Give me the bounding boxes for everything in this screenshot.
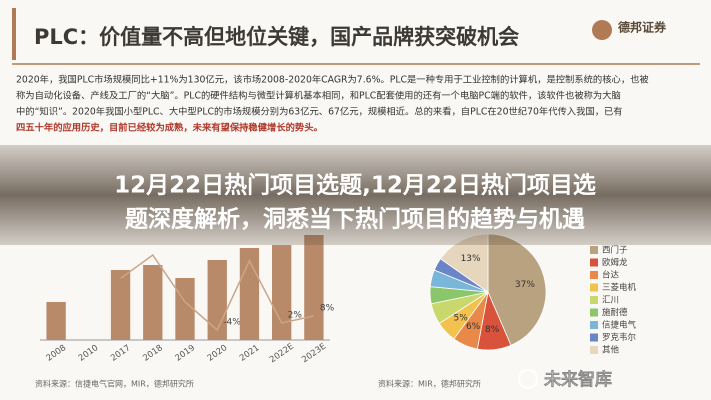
source: 资料来源：MIR，德邦研究所 [378,379,481,389]
legend-swatch [590,296,598,304]
legend-label: 台达 [602,270,620,281]
bar [175,278,195,340]
x-tick-label: 2010 [77,343,100,364]
growth-label: 2% [288,310,303,320]
legend-swatch [590,346,598,354]
overlay-title: 12月22日热门项目选题,12月22日热门项目选 [114,172,596,199]
slice-label: 13% [461,254,481,264]
legend-swatch [590,246,598,254]
bar [304,235,324,340]
bar [143,265,163,340]
x-tick-label: 2019 [174,343,197,364]
paragraph-line: 四五十年的应用历史，目前已经较为成熟，未来有望保持稳健增长的势头。 [16,122,323,134]
accent-bar [12,8,16,60]
legend-label: 西门子 [602,245,628,256]
legend-swatch [590,283,598,292]
legend-label: 其他 [602,345,620,356]
growth-label: -4% [223,318,241,328]
legend-swatch [590,258,598,267]
logo-icon [592,20,612,40]
overlay-title: 题深度解析，洞悉当下热门项目的趋势与机遇 [125,206,585,233]
legend-label: 汇川 [602,296,619,306]
x-tick-label: 2022E [268,342,296,366]
bar [110,270,131,340]
slice-label: 37% [515,280,535,290]
x-tick-label: 2018 [141,343,164,364]
source: 资料来源：信捷电气官网，MIR，德邦研究所 [35,379,194,389]
x-tick-label: 2021 [238,343,261,364]
slice-label: 5% [453,313,468,323]
legend-label: 施耐德 [602,307,628,318]
x-tick-label: 2020 [206,343,229,364]
legend-label: 三菱电机 [602,282,637,293]
x-tick-label: 2023E [300,342,328,366]
paragraph-line: 中的“知识”。2020年我国小型PLC、大中型PLC的市场规模分别为63亿元、6… [16,106,623,118]
bar [272,245,292,340]
paragraph-line: 2020年，我国PLC市场规模同比+11%为130亿元，该市场2008-2020… [16,74,649,86]
legend-swatch [590,308,598,317]
x-tick-label: 2008 [45,343,68,364]
paragraph-line: 称为自动化设备、产线及工厂的“大脑”。PLC的硬件结构与微型计算机基本相同，和P… [16,90,621,102]
logo: 德邦证券 [618,20,667,35]
watermark-icon [518,369,538,389]
bar [207,260,227,340]
header-title: PLC：价值量不高但地位关键，国产品牌获突破机会 [34,25,519,49]
legend-swatch [590,321,598,329]
title-band [0,145,711,245]
legend-swatch [590,271,598,279]
legend-swatch [590,333,598,342]
legend-label: 信捷电气 [602,320,637,331]
growth-line [120,253,315,332]
growth-label: 8% [320,303,335,313]
slice-label: 6% [466,322,481,332]
watermark: 未来智库 [543,369,612,390]
x-tick-label: 2017 [109,343,132,364]
slice-label: 8% [485,325,500,335]
bar [46,302,66,340]
legend-label: 罗克韦尔 [602,332,637,343]
legend-label: 欧姆龙 [602,257,628,268]
